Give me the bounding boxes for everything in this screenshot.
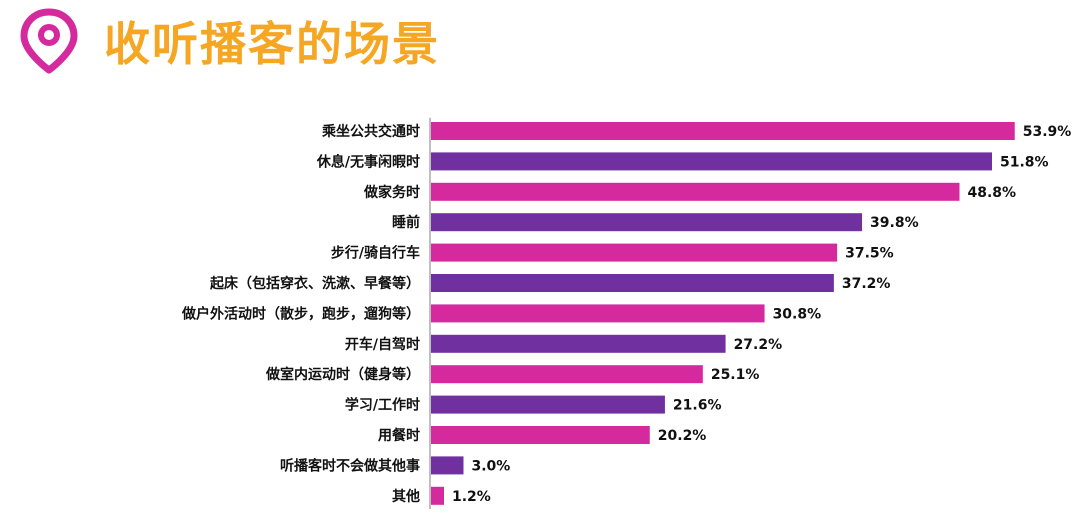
bar <box>431 456 464 475</box>
bar <box>431 182 960 201</box>
category-label: 休息/无事闲暇时 <box>316 153 420 170</box>
bar <box>431 426 650 444</box>
bar <box>431 213 863 232</box>
bar <box>431 152 992 171</box>
category-label: 乘坐公共交通时 <box>321 123 420 140</box>
bar <box>431 304 765 323</box>
data-label: 1.2% <box>452 489 491 505</box>
category-label: 做户外活动时（散步，跑步，遛狗等） <box>181 305 420 322</box>
location-pin-icon <box>20 8 78 74</box>
data-label: 3.0% <box>471 458 510 474</box>
page-title: 收听播客的场景 <box>104 17 440 71</box>
bar <box>431 334 726 353</box>
data-label: 37.2% <box>842 276 891 292</box>
bar <box>431 274 834 292</box>
data-label: 30.8% <box>773 306 822 322</box>
category-label: 其他 <box>392 488 420 505</box>
bar <box>431 243 838 262</box>
category-label: 睡前 <box>392 214 420 231</box>
bar <box>431 486 444 505</box>
category-label: 听播客时不会做其他事 <box>280 457 420 474</box>
data-label: 48.8% <box>968 185 1017 201</box>
data-label: 20.2% <box>658 428 707 444</box>
data-label: 37.5% <box>845 246 894 262</box>
category-label: 学习/工作时 <box>345 397 420 414</box>
category-label: 起床（包括穿衣、洗漱、早餐等） <box>209 275 420 292</box>
data-label: 21.6% <box>673 398 722 414</box>
data-label: 27.2% <box>734 337 783 353</box>
category-label: 用餐时 <box>378 427 420 444</box>
bar <box>431 395 665 414</box>
category-label: 做家务时 <box>363 184 420 201</box>
category-label: 做室内运动时（健身等） <box>265 366 420 383</box>
category-label: 开车/自驾时 <box>345 336 420 353</box>
data-label: 25.1% <box>711 367 760 383</box>
data-label: 51.8% <box>1000 154 1049 170</box>
bar <box>431 365 703 384</box>
page-header: 收听播客的场景 <box>20 6 440 76</box>
data-label: 53.9% <box>1023 124 1072 140</box>
category-label: 步行/骑自行车 <box>331 245 420 262</box>
data-label: 39.8% <box>870 215 919 231</box>
bar <box>431 122 1015 140</box>
